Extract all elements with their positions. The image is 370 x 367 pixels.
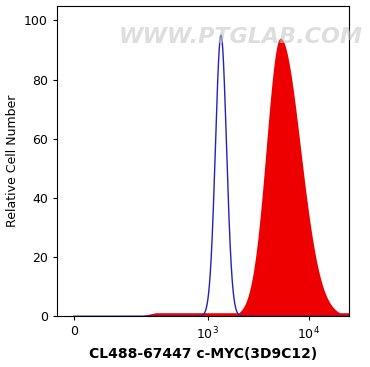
- Y-axis label: Relative Cell Number: Relative Cell Number: [6, 95, 18, 227]
- Text: WWW.PTGLAB.COM: WWW.PTGLAB.COM: [119, 27, 363, 47]
- X-axis label: CL488-67447 c-MYC(3D9C12): CL488-67447 c-MYC(3D9C12): [89, 348, 317, 361]
